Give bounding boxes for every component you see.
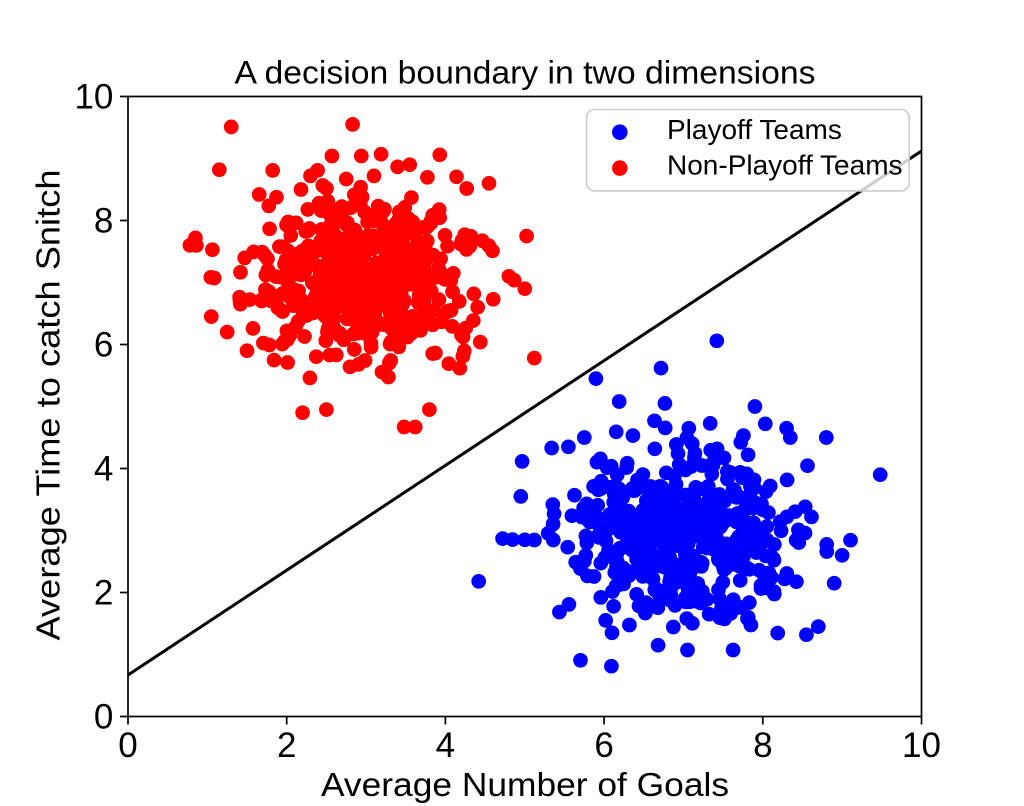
svg-text:A decision boundary in two dim: A decision boundary in two dimensions (235, 55, 816, 91)
svg-text:8: 8 (94, 202, 113, 241)
svg-text:4: 4 (94, 450, 113, 489)
svg-text:10: 10 (902, 726, 941, 765)
svg-text:0: 0 (118, 726, 137, 765)
svg-text:0: 0 (94, 698, 113, 737)
svg-text:4: 4 (436, 726, 455, 765)
svg-text:6: 6 (594, 726, 613, 765)
svg-text:8: 8 (753, 726, 772, 765)
svg-text:2: 2 (94, 574, 113, 613)
svg-text:Non-Playoff Teams: Non-Playoff Teams (667, 150, 903, 181)
svg-text:Average Number of Goals: Average Number of Goals (321, 766, 729, 803)
svg-text:6: 6 (94, 326, 113, 365)
svg-text:Playoff Teams: Playoff Teams (667, 114, 842, 145)
svg-text:2: 2 (277, 726, 296, 765)
svg-text:10: 10 (74, 78, 113, 117)
svg-text:Average Time to catch Snitch: Average Time to catch Snitch (30, 170, 67, 641)
